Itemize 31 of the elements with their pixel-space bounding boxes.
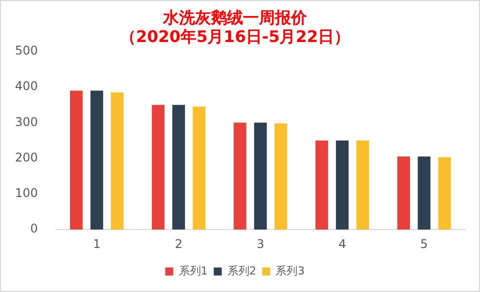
y-tick-label: 500 [15,44,38,58]
bar [438,157,451,230]
bar [336,140,349,230]
chart-subtitle: （2020年5月16日-5月22日） [120,26,350,46]
bar [234,122,246,230]
bar [90,90,104,230]
bar [192,106,206,230]
y-tick-label: 400 [15,79,38,94]
bar [315,140,328,230]
y-tick-label: 300 [15,114,38,129]
x-tick-label: 2 [174,236,182,251]
chart-title: 水洗灰鹅绒一周报价 [162,8,308,27]
bar [110,92,124,230]
bar [172,104,185,230]
bar [70,90,83,230]
bar [397,156,410,230]
y-tick-label: 200 [15,150,38,164]
x-tick-label: 1 [92,236,101,251]
legend-label: 系列1 [178,264,208,278]
x-tick-label: 3 [256,236,264,251]
bar [254,122,267,230]
bar [274,123,288,230]
bar [356,140,370,230]
x-tick-label: 5 [420,236,428,251]
x-tick-label: 4 [338,236,346,251]
legend-label: 系列3 [276,264,305,278]
y-tick-label: 100 [15,186,38,200]
y-tick-label: 0 [30,222,38,236]
bar [418,156,430,230]
legend-label: 系列2 [227,264,256,278]
bar [152,104,165,230]
